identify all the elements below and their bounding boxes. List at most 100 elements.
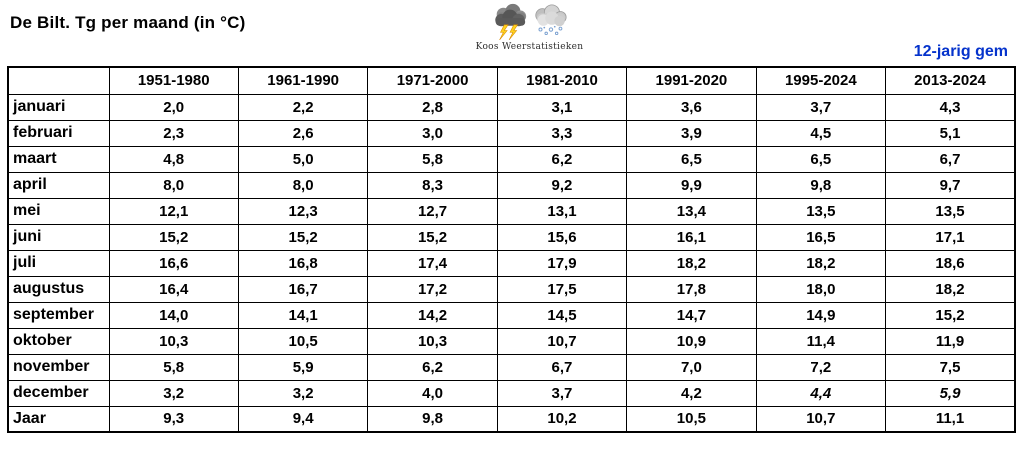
value-cell: 10,5 <box>626 405 757 433</box>
value-cell: 13,5 <box>885 197 1016 225</box>
value-cell: 10,9 <box>626 327 757 355</box>
table-row-jaar: Jaar 9,3 9,4 9,8 10,2 10,5 10,7 11,1 <box>7 405 1016 433</box>
value-cell: 2,8 <box>367 93 498 121</box>
value-cell: 7,0 <box>626 353 757 381</box>
value-cell: 2,2 <box>237 93 369 121</box>
table-row-september: september 14,0 14,1 14,2 14,5 14,7 14,9 15,2 <box>7 301 1016 329</box>
row-label: juli <box>7 249 110 277</box>
row-label: maart <box>7 145 110 173</box>
value-cell: 3,2 <box>237 379 369 407</box>
table-row-maart: maart 4,8 5,0 5,8 6,2 6,5 6,5 6,7 <box>7 145 1016 173</box>
value-cell: 6,7 <box>496 353 628 381</box>
table-row-januari: januari 2,0 2,2 2,8 3,1 3,6 3,7 4,3 <box>7 93 1016 121</box>
value-cell: 6,2 <box>496 145 628 173</box>
value-cell: 9,3 <box>108 405 239 433</box>
value-cell: 11,1 <box>885 405 1016 433</box>
row-label: januari <box>7 93 110 121</box>
value-cell: 17,9 <box>496 249 628 277</box>
value-cell: 14,7 <box>626 301 757 329</box>
value-cell: 16,4 <box>108 275 239 303</box>
value-cell: 14,1 <box>237 301 369 329</box>
value-cell: 18,2 <box>626 249 757 277</box>
storm-cloud-lightning-icon <box>494 3 526 40</box>
value-cell: 18,0 <box>755 275 887 303</box>
value-cell: 3,1 <box>496 93 628 121</box>
table-row-augustus: augustus 16,4 16,7 17,2 17,5 17,8 18,0 18,2 <box>7 275 1016 303</box>
table-row-april: april 8,0 8,0 8,3 9,2 9,9 9,8 9,7 <box>7 171 1016 199</box>
period-header-1995-2024: 1995-2024 <box>755 66 887 95</box>
value-cell: 10,5 <box>237 327 369 355</box>
value-cell: 4,2 <box>626 379 757 407</box>
value-cell: 11,4 <box>755 327 887 355</box>
value-cell: 3,6 <box>626 93 757 121</box>
value-cell: 9,8 <box>367 405 498 433</box>
value-cell: 3,2 <box>108 379 239 407</box>
value-cell: 5,8 <box>367 145 498 173</box>
value-cell: 16,1 <box>626 223 757 251</box>
period-header-1961-1990: 1961-1990 <box>237 66 369 95</box>
value-cell: 3,0 <box>367 119 498 147</box>
table-header-row: 1951-1980 1961-1990 1971-2000 1981-2010 1991… <box>7 66 1016 95</box>
value-cell: 5,0 <box>237 145 369 173</box>
value-cell: 18,2 <box>885 275 1016 303</box>
period-header-2013-2024: 2013-2024 <box>885 66 1016 95</box>
row-label: november <box>7 353 110 381</box>
value-cell: 3,7 <box>755 93 887 121</box>
value-cell: 17,4 <box>367 249 498 277</box>
value-cell: 5,9 <box>237 353 369 381</box>
value-cell: 16,7 <box>237 275 369 303</box>
value-cell: 9,2 <box>496 171 628 199</box>
snow-cloud-icon <box>534 4 567 36</box>
period-header-1971-2000: 1971-2000 <box>367 66 498 95</box>
value-cell: 8,0 <box>108 171 239 199</box>
value-cell: 6,5 <box>626 145 757 173</box>
value-cell: 2,0 <box>108 93 239 121</box>
value-cell: 13,4 <box>626 197 757 225</box>
value-cell: 12,3 <box>237 197 369 225</box>
value-cell: 8,0 <box>237 171 369 199</box>
value-cell: 17,5 <box>496 275 628 303</box>
table-row-mei: mei 12,1 12,3 12,7 13,1 13,4 13,5 13,5 <box>7 197 1016 225</box>
value-cell: 15,2 <box>885 301 1016 329</box>
logo-icons <box>447 2 612 40</box>
value-cell: 9,4 <box>237 405 369 433</box>
value-cell: 14,5 <box>496 301 628 329</box>
value-cell: 17,1 <box>885 223 1016 251</box>
value-cell: 10,3 <box>108 327 239 355</box>
value-cell: 6,2 <box>367 353 498 381</box>
value-cell: 16,6 <box>108 249 239 277</box>
value-cell: 12,1 <box>108 197 239 225</box>
row-label: september <box>7 301 110 329</box>
row-label: december <box>7 379 110 407</box>
table-row-juni: juni 15,2 15,2 15,2 15,6 16,1 16,5 17,1 <box>7 223 1016 251</box>
value-cell: 18,6 <box>885 249 1016 277</box>
table-row-november: november 5,8 5,9 6,2 6,7 7,0 7,2 7,5 <box>7 353 1016 381</box>
value-cell: 10,3 <box>367 327 498 355</box>
page-title: De Bilt. Tg per maand (in °C) <box>10 13 246 32</box>
value-cell: 6,5 <box>755 145 887 173</box>
value-cell: 17,2 <box>367 275 498 303</box>
value-cell: 8,3 <box>367 171 498 199</box>
value-cell: 2,6 <box>237 119 369 147</box>
value-cell: 3,3 <box>496 119 628 147</box>
value-cell: 3,7 <box>496 379 628 407</box>
value-cell: 6,7 <box>885 145 1016 173</box>
value-cell: 14,2 <box>367 301 498 329</box>
table-row-februari: februari 2,3 2,6 3,0 3,3 3,9 4,5 5,1 <box>7 119 1016 147</box>
value-cell: 4,5 <box>755 119 887 147</box>
value-cell: 14,9 <box>755 301 887 329</box>
value-cell: 9,7 <box>885 171 1016 199</box>
logo: Koos Weerstatistieken <box>447 2 612 52</box>
row-label: juni <box>7 223 110 251</box>
table-row-oktober: oktober 10,3 10,5 10,3 10,7 10,9 11,4 11,9 <box>7 327 1016 355</box>
row-label: mei <box>7 197 110 225</box>
temperature-table: 1951-1980 1961-1990 1971-2000 1981-2010 1991… <box>7 66 1016 433</box>
row-label: augustus <box>7 275 110 303</box>
value-cell: 15,2 <box>237 223 369 251</box>
period-header-1981-2010: 1981-2010 <box>496 66 628 95</box>
value-cell: 7,2 <box>755 353 887 381</box>
value-cell: 4,0 <box>367 379 498 407</box>
value-cell: 15,2 <box>367 223 498 251</box>
value-cell: 14,0 <box>108 301 239 329</box>
twelve-year-average-note: 12-jarig gem <box>913 43 1008 60</box>
